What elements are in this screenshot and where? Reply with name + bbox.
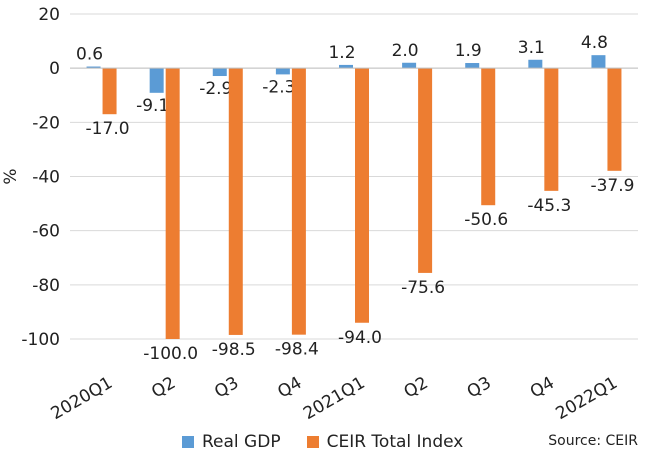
y-tick-label: -40 [32,168,60,188]
data-label-real-gdp-5: 2.0 [392,41,419,61]
data-label-real-gdp-1: -9.1 [136,96,169,116]
bar-real-gdp-1 [149,68,164,93]
legend-item-real-gdp: Real GDP [182,432,281,452]
source-note: Source: CEIR [548,433,638,449]
bar-real-gdp-0 [86,66,101,69]
bar-ceir-3 [291,68,306,335]
y-tick-label: -20 [32,113,60,133]
y-axis-title: % [1,168,21,184]
bar-real-gdp-8 [591,55,606,69]
x-tick-label: Q4 [274,373,305,402]
x-tick-label: Q3 [464,373,495,402]
bar-real-gdp-5 [402,62,417,69]
legend: Real GDP CEIR Total Index [182,430,489,454]
data-label-real-gdp-7: 3.1 [518,38,545,58]
x-tick-label: 2022Q1 [553,373,621,424]
legend-label-real-gdp: Real GDP [202,432,281,452]
legend-item-ceir-total-index: CEIR Total Index [306,432,464,452]
legend-swatch-real-gdp [182,436,194,448]
bar-ceir-4 [355,68,369,323]
x-tick-label: Q2 [148,373,179,402]
data-label-ceir-0: -17.0 [86,119,130,139]
bar-ceir-0 [102,68,117,115]
x-tick-label: Q3 [211,373,242,402]
bar-ceir-1 [165,68,180,340]
y-tick-label: 20 [38,5,60,25]
bar-real-gdp-3 [275,68,290,75]
y-tick-label: -80 [32,276,60,296]
x-tick-label: Q2 [401,373,432,402]
bar-real-gdp-2 [212,68,227,77]
bar-real-gdp-4 [339,64,353,69]
data-label-ceir-6: -50.6 [464,210,508,230]
data-label-real-gdp-8: 4.8 [581,33,608,53]
data-label-ceir-7: -45.3 [527,196,571,216]
bar-ceir-7 [544,68,559,191]
data-label-ceir-5: -75.6 [401,278,445,298]
x-tick-label: Q4 [527,373,558,402]
bar-chart: 20 0 -20 -40 -60 -80 -100% 0.6 -17.0 2020Q1 -9.1 -1… [1,5,638,424]
data-label-real-gdp-4: 1.2 [328,43,355,63]
data-label-real-gdp-6: 1.9 [455,41,482,61]
y-tick-label: 0 [49,59,60,79]
bar-ceir-6 [481,68,496,206]
x-tick-label: 2021Q1 [300,373,368,424]
data-label-real-gdp-2: -2.9 [199,79,232,99]
data-label-ceir-4: -94.0 [338,328,382,348]
bar-real-gdp-6 [465,63,480,69]
data-label-real-gdp-3: -2.3 [262,77,295,97]
data-label-ceir-2: -98.5 [212,340,256,360]
bar-ceir-5 [418,68,433,273]
bar-real-gdp-7 [528,59,543,69]
legend-swatch-ceir [306,436,319,448]
bar-ceir-8 [607,68,622,171]
bar-ceir-2 [228,68,243,335]
data-label-real-gdp-0: 0.6 [76,45,103,65]
y-tick-label: -60 [32,222,60,242]
legend-label-ceir: CEIR Total Index [326,432,464,452]
data-label-ceir-8: -37.9 [590,176,634,196]
x-tick-label: 2020Q1 [48,373,116,424]
data-label-ceir-3: -98.4 [275,340,319,360]
data-label-ceir-1: -100.0 [143,344,198,364]
y-tick-label: -100 [21,330,60,350]
